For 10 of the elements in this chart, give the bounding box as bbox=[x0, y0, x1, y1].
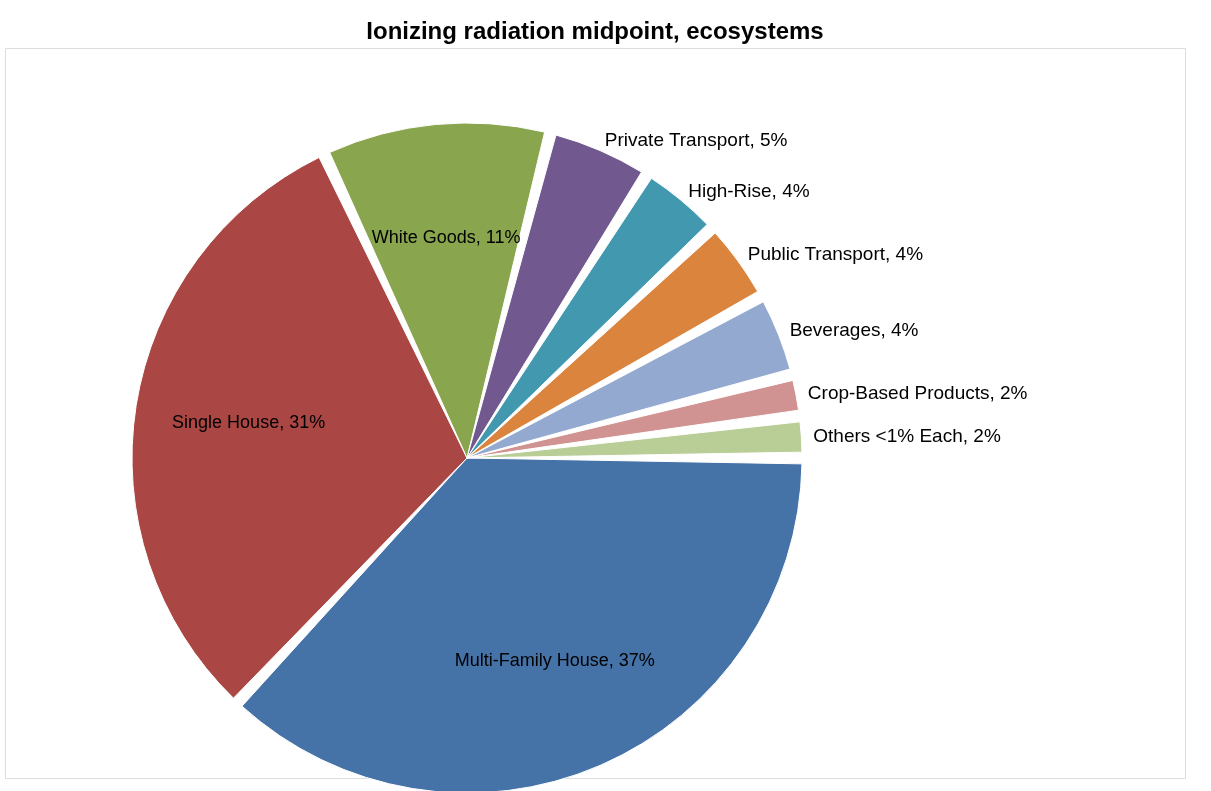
slice-label: Beverages, 4% bbox=[789, 319, 919, 341]
slice-label: High-Rise, 4% bbox=[688, 179, 810, 201]
slice-label: Single House, 31% bbox=[172, 412, 326, 433]
slice-label: Others <1% Each, 2% bbox=[813, 425, 1001, 447]
slice-label: Crop-Based Products, 2% bbox=[807, 381, 1028, 403]
slice-label: Public Transport, 4% bbox=[747, 243, 924, 265]
slice-label: Multi-Family House, 37% bbox=[454, 649, 655, 670]
chart-title: Ionizing radiation midpoint, ecosystems bbox=[366, 17, 824, 44]
slice-label: Private Transport, 5% bbox=[604, 128, 788, 150]
slice-label: White Goods, 11% bbox=[371, 226, 521, 247]
